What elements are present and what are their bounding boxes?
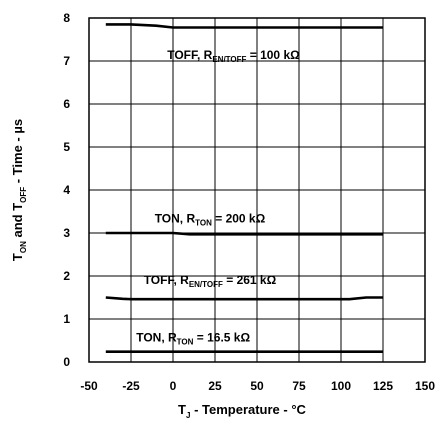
curve-label-main: TON, R <box>136 330 177 344</box>
y-tick-label: 8 <box>63 11 70 25</box>
x-tick-label: -25 <box>122 379 140 393</box>
y-tick-label: 1 <box>63 312 70 326</box>
y-axis-title-part: and T <box>10 203 25 241</box>
y-tick-label: 7 <box>63 54 70 68</box>
x-tick-label: 0 <box>170 379 177 393</box>
series-line-2 <box>105 231 383 236</box>
y-tick-label: 2 <box>63 269 70 283</box>
curve-label-sub: EN/TOFF <box>212 55 246 64</box>
curve-label-3: TOFF, REN/TOFF = 261 kΩ <box>144 273 277 289</box>
curve-label-4: TON, RTON = 16.5 kΩ <box>136 330 250 346</box>
tick-labels: -50 -25 0 25 50 75 100 125 150 0 1 2 3 4 5 6 7 8 <box>63 11 435 393</box>
x-axis-title-sub: J <box>186 411 190 420</box>
y-tick-label: 3 <box>63 226 70 240</box>
x-tick-label: 50 <box>250 379 264 393</box>
curve-label-2: TON, RTON = 200 kΩ <box>155 211 266 227</box>
x-tick-label: 75 <box>292 379 306 393</box>
curve-label-rest: = 200 kΩ <box>212 211 266 225</box>
plot-frame <box>88 17 426 363</box>
y-axis-title-part: OFF <box>19 187 28 203</box>
x-tick-label: 150 <box>415 379 435 393</box>
curve-label-main: TOFF, R <box>144 273 189 287</box>
grid <box>89 18 425 362</box>
y-tick-label: 5 <box>63 140 70 154</box>
y-axis-title-part: T <box>10 253 25 261</box>
y-axis-title-part: - Time - µs <box>10 119 25 187</box>
y-axis-title-part: ON <box>19 241 28 253</box>
curve-label-sub: TON <box>177 337 194 346</box>
curve-label-main: TOFF, R <box>167 48 212 62</box>
y-tick-label: 0 <box>63 355 70 369</box>
x-axis-title-main: T <box>178 402 186 417</box>
curve-label-rest: = 261 kΩ <box>223 273 277 287</box>
series-line-3 <box>105 296 383 301</box>
curve-label-rest: = 100 kΩ <box>246 48 300 62</box>
y-axis-title: TON and TOFF - Time - µs <box>10 119 28 261</box>
x-tick-label: 25 <box>208 379 222 393</box>
curve-label-1: TOFF, REN/TOFF = 100 kΩ <box>167 48 300 64</box>
x-tick-label: 100 <box>331 379 351 393</box>
y-tick-label: 4 <box>63 183 70 197</box>
curve-label-main: TON, R <box>155 211 196 225</box>
series-layer <box>105 23 383 353</box>
y-tick-label: 6 <box>63 97 70 111</box>
x-tick-label: -50 <box>80 379 98 393</box>
x-axis-title-rest: - Temperature - °C <box>190 402 306 417</box>
curve-label-sub: EN/TOFF <box>189 280 223 289</box>
curve-label-sub: TON <box>195 218 212 227</box>
series-line-1 <box>105 23 383 29</box>
x-axis-title: TJ - Temperature - °C <box>178 402 306 420</box>
curve-label-rest: = 16.5 kΩ <box>193 330 250 344</box>
x-tick-label: 125 <box>373 379 393 393</box>
